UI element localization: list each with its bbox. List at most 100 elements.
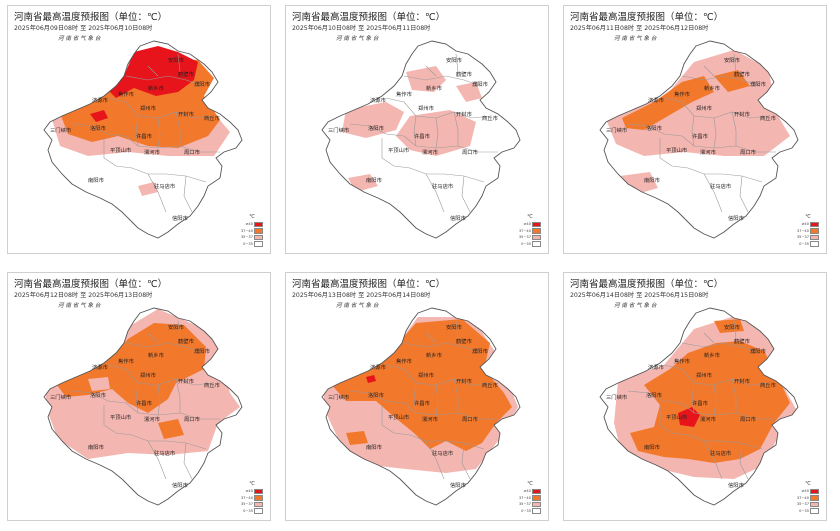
zone-35-37 — [342, 102, 404, 138]
forecast-panel-4: 河南省最高温度预报图（单位：℃） 2025年06月12日08时 至 2025年0… — [7, 272, 271, 521]
city-label: 平顶山市 — [666, 146, 688, 154]
legend-swatch — [810, 228, 819, 234]
city-label: 新乡市 — [426, 84, 443, 92]
city-label: 洛阳市 — [90, 124, 107, 132]
panel-date-range: 2025年06月14日08时 至 2025年06月15日08时 — [570, 292, 709, 299]
city-label: 许昌市 — [692, 132, 709, 140]
legend-label: ≥40 — [523, 489, 531, 494]
city-label: 济源市 — [92, 96, 109, 104]
city-label: 焦作市 — [674, 90, 691, 98]
legend-swatch — [254, 488, 263, 494]
legend-swatch — [254, 234, 263, 240]
city-label: 三门峡市 — [50, 126, 72, 134]
city-label: 济源市 — [370, 96, 387, 104]
city-label: 安阳市 — [168, 56, 185, 64]
city-label: 漯河市 — [422, 415, 439, 423]
legend-label: 35~37 — [796, 235, 809, 240]
legend-label: 0~35 — [521, 508, 531, 513]
city-label: 开封市 — [456, 377, 473, 385]
city-label: 平顶山市 — [110, 146, 132, 154]
city-label: 安阳市 — [724, 56, 741, 64]
legend-swatch — [810, 501, 819, 507]
panel-issuer: 河 南 省 气 象 台 — [58, 36, 101, 42]
panel-date-range: 2025年06月10日08时 至 2025年06月11日08时 — [292, 25, 431, 32]
city-label: 周口市 — [740, 415, 757, 423]
city-label: 郑州市 — [696, 104, 713, 112]
city-label: 洛阳市 — [90, 391, 107, 399]
city-label: 许昌市 — [136, 132, 153, 140]
zone-35-37 — [406, 66, 446, 92]
city-label: 安阳市 — [446, 56, 463, 64]
legend-swatch — [254, 508, 263, 514]
city-label: 焦作市 — [118, 90, 135, 98]
legend-label: 0~35 — [799, 241, 809, 246]
city-label: 许昌市 — [692, 399, 709, 407]
legend-label: 0~35 — [799, 508, 809, 513]
legend-label: 35~37 — [518, 502, 531, 507]
legend-swatch — [810, 488, 819, 494]
panel-issuer: 河 南 省 气 象 台 — [336, 303, 379, 309]
temperature-map: 安阳市 鹤壁市 濮阳市 新乡市 焦作市 济源市 郑州市 开封市 商丘市 三门峡市… — [43, 40, 243, 239]
zone-37-40 — [346, 431, 368, 445]
city-label: 平顶山市 — [666, 413, 688, 421]
panel-issuer: 河 南 省 气 象 台 — [614, 303, 657, 309]
city-label: 三门峡市 — [606, 126, 628, 134]
city-label: 开封市 — [178, 377, 195, 385]
city-label: 商丘市 — [482, 114, 499, 122]
city-label: 南阳市 — [644, 176, 661, 184]
legend-swatch — [532, 228, 541, 234]
city-label: 鹤壁市 — [178, 337, 195, 345]
panel-issuer: 河 南 省 气 象 台 — [336, 36, 379, 42]
city-label: 许昌市 — [414, 132, 431, 140]
temperature-map: 安阳市 鹤壁市 濮阳市 新乡市 焦作市 济源市 郑州市 开封市 商丘市 三门峡市… — [321, 40, 521, 239]
zone-37-40 — [630, 341, 790, 463]
legend-swatch — [532, 488, 541, 494]
legend-unit: ℃ — [805, 214, 811, 220]
temperature-legend: ℃ ≥40 37~40 35~37 0~35 — [796, 481, 820, 514]
city-label: 鹤壁市 — [178, 70, 195, 78]
temperature-map: 安阳市 鹤壁市 濮阳市 新乡市 焦作市 济源市 郑州市 开封市 商丘市 三门峡市… — [599, 307, 799, 506]
panel-date-range: 2025年06月13日08时 至 2025年06月14日08时 — [292, 292, 431, 299]
city-label: 洛阳市 — [368, 391, 385, 399]
city-label: 南阳市 — [88, 176, 105, 184]
city-label: 济源市 — [648, 363, 665, 371]
legend-label: 35~37 — [240, 502, 253, 507]
city-label: 濮阳市 — [750, 80, 767, 88]
city-label: 开封市 — [178, 110, 195, 118]
city-label: 商丘市 — [204, 114, 221, 122]
city-label: 三门峡市 — [50, 393, 72, 401]
panel-date-range: 2025年06月09日08时 至 2025年06月10日08时 — [14, 25, 153, 32]
city-label: 焦作市 — [396, 90, 413, 98]
city-label: 开封市 — [456, 110, 473, 118]
city-label: 驻马店市 — [154, 182, 176, 190]
city-label: 漯河市 — [144, 415, 161, 423]
legend-label: 0~35 — [243, 508, 253, 513]
legend-label: 35~37 — [240, 235, 253, 240]
city-label: 郑州市 — [696, 371, 713, 379]
city-label: 漯河市 — [700, 148, 717, 156]
forecast-panel-6: 河南省最高温度预报图（单位：℃） 2025年06月14日08时 至 2025年0… — [563, 272, 827, 521]
legend-unit: ℃ — [527, 481, 533, 487]
legend-swatch — [532, 501, 541, 507]
zone-ge40 — [366, 375, 376, 383]
panel-date-range: 2025年06月12日08时 至 2025年06月13日08时 — [14, 292, 153, 299]
city-label: 安阳市 — [724, 323, 741, 331]
city-label: 商丘市 — [760, 381, 777, 389]
city-label: 三门峡市 — [328, 393, 350, 401]
city-label: 许昌市 — [136, 399, 153, 407]
legend-swatch — [254, 501, 263, 507]
legend-swatch — [254, 495, 263, 501]
city-label: 驻马店市 — [432, 182, 454, 190]
city-label: 信阳市 — [172, 481, 189, 489]
zone-ge40 — [678, 407, 700, 427]
city-label: 濮阳市 — [472, 80, 489, 88]
city-label: 平顶山市 — [388, 146, 410, 154]
legend-swatch — [254, 221, 263, 227]
legend-label: ≥40 — [801, 489, 809, 494]
city-label: 平顶山市 — [388, 413, 410, 421]
city-label: 南阳市 — [366, 176, 383, 184]
city-label: 商丘市 — [482, 381, 499, 389]
city-label: 周口市 — [184, 148, 201, 156]
city-label: 信阳市 — [450, 214, 467, 222]
legend-swatch — [254, 228, 263, 234]
